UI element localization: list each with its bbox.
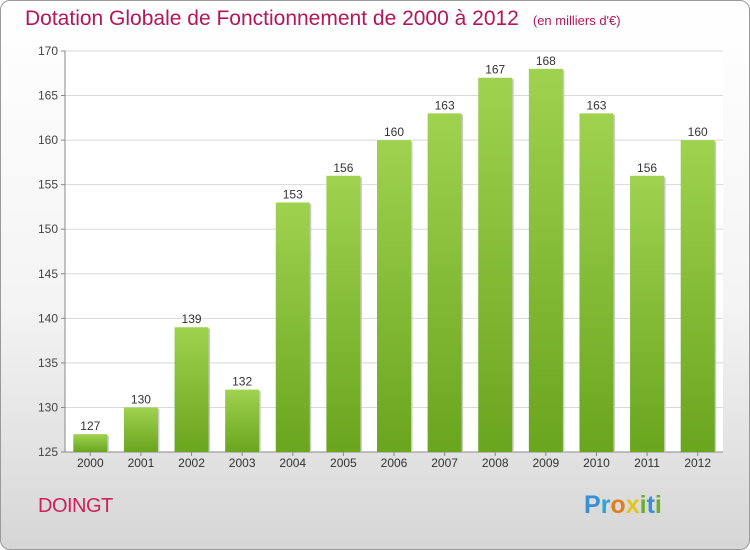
x-tick-label: 2008 [482,456,509,470]
unit-label: (en milliers d'€) [532,13,621,28]
y-tick-label: 135 [38,356,58,370]
y-tick-label: 140 [38,311,58,325]
x-tick-label: 2010 [583,456,610,470]
logo-letter: P [584,491,601,519]
x-tick-label: 2007 [431,456,458,470]
data-label: 167 [485,63,505,77]
x-tick-label: 2000 [77,456,104,470]
bar [73,434,108,452]
data-label: 156 [333,161,353,175]
x-tick-label: 2012 [684,456,711,470]
bar [630,175,665,452]
bar [478,77,513,452]
x-tick-label: 2005 [330,456,357,470]
bar [427,113,462,452]
commune-name: DOINGT [38,495,113,517]
data-label: 130 [131,392,151,406]
x-tick-label: 2006 [381,456,408,470]
data-label: 160 [384,125,404,139]
logo-letter: t [646,491,655,519]
y-tick-label: 165 [38,89,58,103]
data-label: 132 [232,375,252,389]
logo-letter: o [610,491,626,519]
x-tick-label: 2004 [279,456,306,470]
logo-letter: i [654,491,662,519]
bar [579,113,614,452]
y-tick-label: 155 [38,178,58,192]
bar [225,389,260,452]
x-tick-label: 2011 [634,456,660,470]
bar [377,140,411,452]
data-label: 168 [536,54,556,68]
y-tick-label: 170 [38,44,58,58]
bar [326,175,361,452]
chart-title: Dotation Globale de Fonctionnement de 20… [25,7,621,31]
logo-letter: i [639,491,647,519]
data-label: 139 [182,312,202,326]
data-label: 160 [688,125,708,139]
x-tick-label: 2002 [178,456,205,470]
x-tick-label: 2001 [128,456,155,470]
data-label: 163 [586,98,606,112]
data-label: 127 [80,419,100,433]
data-label: 153 [283,187,303,201]
x-tick-label: 2009 [532,456,559,470]
data-label: 156 [637,161,657,175]
y-tick-label: 150 [38,222,58,236]
bar [275,202,310,452]
bar [174,327,209,452]
logo-letter: x [625,491,640,519]
y-tick-label: 145 [38,267,58,281]
bar [680,140,715,452]
data-label: 163 [435,98,455,112]
y-tick-label: 160 [38,133,58,147]
x-tick-label: 2003 [229,456,256,470]
bar [528,68,563,453]
logo-letter: r [600,491,611,519]
proxiti-logo: Proxiti [584,491,662,520]
y-tick-label: 130 [38,400,58,414]
bar [123,407,158,452]
title-text: Dotation Globale de Fonctionnement de 20… [25,7,519,30]
y-tick-label: 125 [38,445,58,459]
